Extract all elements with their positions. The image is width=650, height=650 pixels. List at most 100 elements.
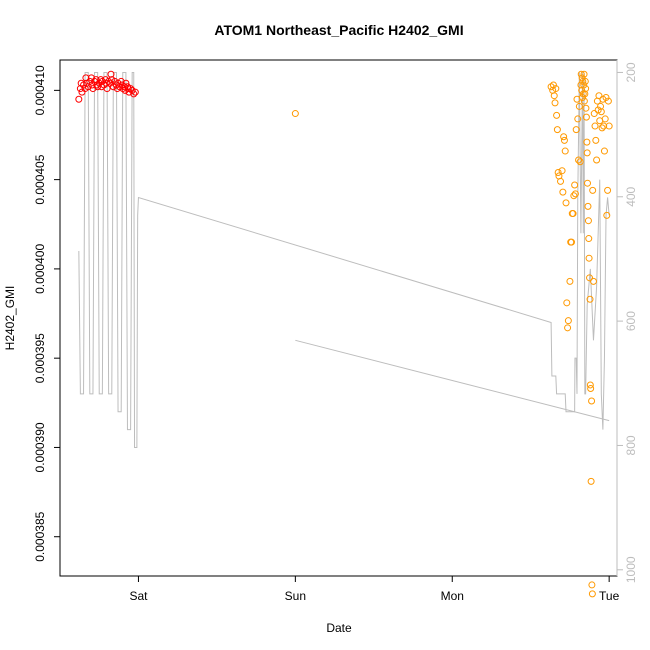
data-point — [564, 317, 572, 325]
data-point — [580, 81, 588, 89]
data-point — [566, 277, 574, 285]
data-point — [595, 92, 603, 100]
data-point — [558, 167, 566, 175]
data-point — [97, 76, 105, 84]
data-point — [580, 70, 588, 78]
data-point — [586, 274, 594, 282]
y-right-tick-label: 600 — [624, 311, 638, 331]
data-point — [581, 90, 589, 98]
data-point — [585, 254, 593, 262]
data-point — [603, 211, 611, 219]
data-point — [600, 147, 608, 155]
data-point — [604, 186, 612, 194]
data-point — [593, 156, 601, 164]
data-point — [560, 133, 568, 141]
data-point — [553, 126, 561, 134]
data-point — [91, 77, 99, 85]
y-tick-label: 0.000385 — [33, 511, 47, 561]
data-point — [89, 85, 97, 93]
data-point — [577, 70, 585, 78]
data-point — [127, 85, 135, 93]
data-point — [107, 70, 115, 78]
data-point — [586, 381, 594, 389]
y-tick-label: 0.000395 — [33, 333, 47, 383]
data-point — [602, 93, 610, 101]
data-point — [577, 81, 585, 89]
data-point — [592, 136, 600, 144]
data-point — [580, 97, 588, 105]
x-tick-label: Sun — [285, 589, 306, 603]
data-point — [582, 85, 590, 93]
x-axis-label: Date — [326, 621, 352, 635]
data-point — [590, 110, 598, 118]
data-point — [574, 115, 582, 123]
data-point — [583, 149, 591, 157]
data-point — [563, 299, 571, 307]
data-point — [568, 238, 575, 246]
data-point — [552, 85, 560, 93]
data-point — [601, 115, 609, 123]
data-point — [584, 179, 591, 187]
data-point — [559, 188, 567, 196]
data-point — [586, 295, 594, 303]
x-tick-label: Sat — [129, 589, 148, 603]
data-point — [578, 93, 586, 101]
data-point — [587, 477, 595, 485]
data-point — [291, 110, 299, 118]
data-point — [569, 210, 577, 218]
y-tick-label: 0.000410 — [33, 65, 47, 115]
data-point — [554, 168, 562, 176]
data-point — [551, 99, 559, 107]
data-point — [588, 581, 596, 589]
y-tick-label: 0.000405 — [33, 154, 47, 204]
points-layer — [75, 70, 613, 598]
data-point — [584, 217, 592, 225]
data-point — [579, 77, 587, 85]
data-point — [571, 181, 579, 189]
data-point — [598, 124, 606, 132]
data-point — [94, 83, 102, 91]
y-right-tick-label: 400 — [624, 186, 638, 206]
data-point — [588, 397, 596, 405]
plot-frame — [59, 59, 618, 577]
data-point — [604, 97, 612, 105]
pressure-line — [78, 72, 610, 448]
data-point — [103, 85, 111, 93]
data-point — [576, 158, 584, 166]
data-point — [131, 88, 139, 96]
pressure-line-secondary — [295, 339, 610, 422]
y-right-tick-label: 200 — [624, 62, 638, 82]
data-point — [582, 113, 590, 121]
y-right-tick-label: 1000 — [624, 556, 638, 583]
data-point — [124, 85, 132, 93]
data-point — [597, 108, 605, 116]
data-point — [120, 83, 128, 91]
x-tick-label: Tue — [599, 589, 620, 603]
data-point — [605, 122, 613, 130]
data-point — [75, 95, 83, 103]
data-point — [575, 156, 583, 164]
data-point — [587, 385, 595, 393]
data-point — [561, 147, 569, 155]
pressure-line-layer — [78, 72, 610, 448]
data-point — [585, 235, 593, 243]
data-point — [600, 122, 608, 130]
axes-layer: Sat Sun Mon Tue 0.000385 0.000390 0.000395 0.00… — [33, 60, 638, 603]
data-point — [572, 126, 580, 134]
y-right-tick-label: 800 — [624, 435, 638, 455]
x-tick-label: Mon — [441, 589, 464, 603]
data-point — [571, 190, 579, 198]
data-point — [553, 111, 561, 119]
data-point — [589, 277, 597, 285]
y-tick-label: 0.000390 — [33, 422, 47, 472]
data-point — [591, 122, 599, 130]
data-point — [562, 199, 570, 207]
y-axis-label: H2402_GMI — [3, 286, 17, 351]
data-point — [557, 177, 565, 185]
data-point — [117, 77, 125, 85]
data-point — [550, 92, 558, 100]
data-point — [560, 136, 568, 144]
data-point — [130, 90, 138, 98]
